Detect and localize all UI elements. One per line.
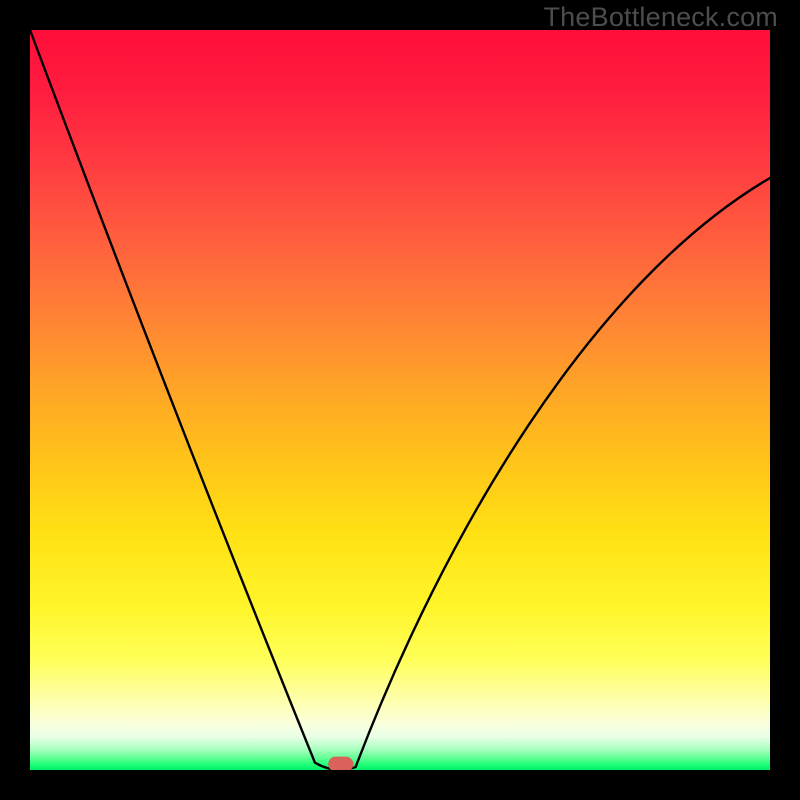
plot-area: [30, 30, 770, 770]
watermark-text: TheBottleneck.com: [543, 2, 778, 33]
optimal-point-marker: [328, 757, 353, 770]
chart-svg: [30, 30, 770, 770]
plot-frame: [30, 30, 770, 770]
bottleneck-curve: [30, 30, 770, 770]
